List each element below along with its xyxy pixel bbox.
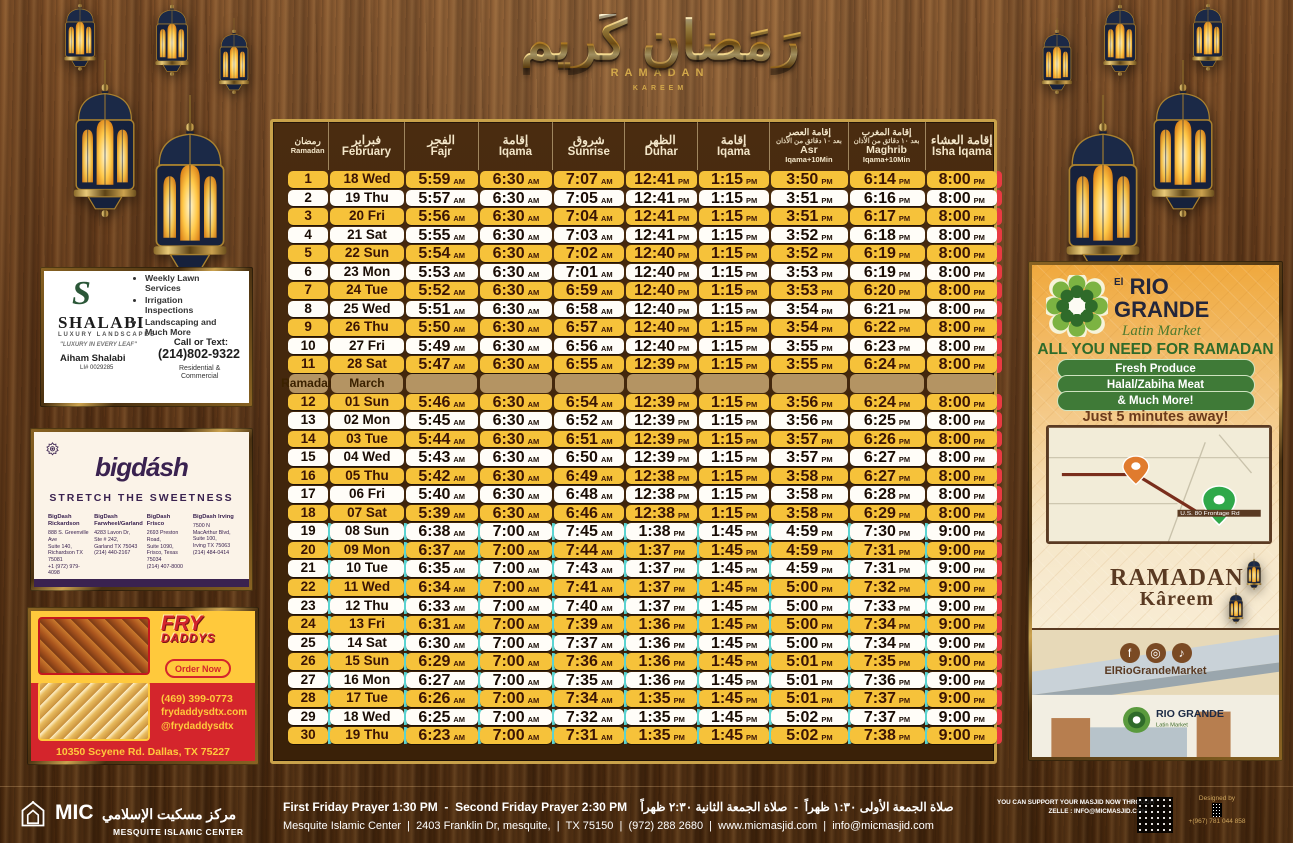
svg-text:RIO GRANDE: RIO GRANDE [1156,709,1224,720]
svg-text:U.S. 80 Frontage Rd: U.S. 80 Frontage Rd [1180,512,1239,517]
svg-text:Latin Market: Latin Market [1156,722,1188,728]
